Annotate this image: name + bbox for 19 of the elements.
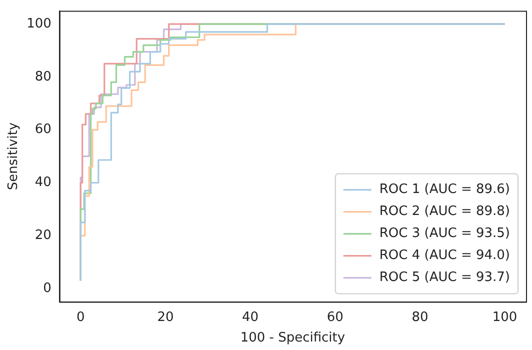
y-tick-label: 100 — [26, 16, 52, 32]
y-tick-label: 80 — [34, 69, 52, 84]
legend-label: ROC 2 (AUC = 89.8) — [379, 204, 510, 220]
x-tick-label: 40 — [242, 310, 259, 325]
legend-label: ROC 5 (AUC = 93.7) — [379, 270, 510, 286]
y-tick-label: 60 — [34, 122, 52, 138]
x-axis-title: 100 - Specificity — [240, 330, 346, 346]
y-tick-label: 20 — [34, 228, 52, 244]
legend-label: ROC 1 (AUC = 89.6) — [379, 182, 510, 198]
legend-label: ROC 4 (AUC = 94.0) — [379, 248, 510, 264]
x-tick-label: 20 — [157, 310, 174, 325]
y-axis-title: Sensitivity — [6, 122, 22, 190]
legend-label: ROC 3 (AUC = 93.5) — [379, 226, 510, 242]
x-tick-label: 80 — [412, 310, 428, 325]
x-tick-label: 0 — [76, 310, 85, 325]
x-tick-label: 60 — [326, 310, 344, 325]
x-tick-label: 100 — [492, 310, 518, 325]
y-tick-label: 0 — [43, 280, 52, 296]
y-tick-label: 40 — [34, 175, 52, 190]
